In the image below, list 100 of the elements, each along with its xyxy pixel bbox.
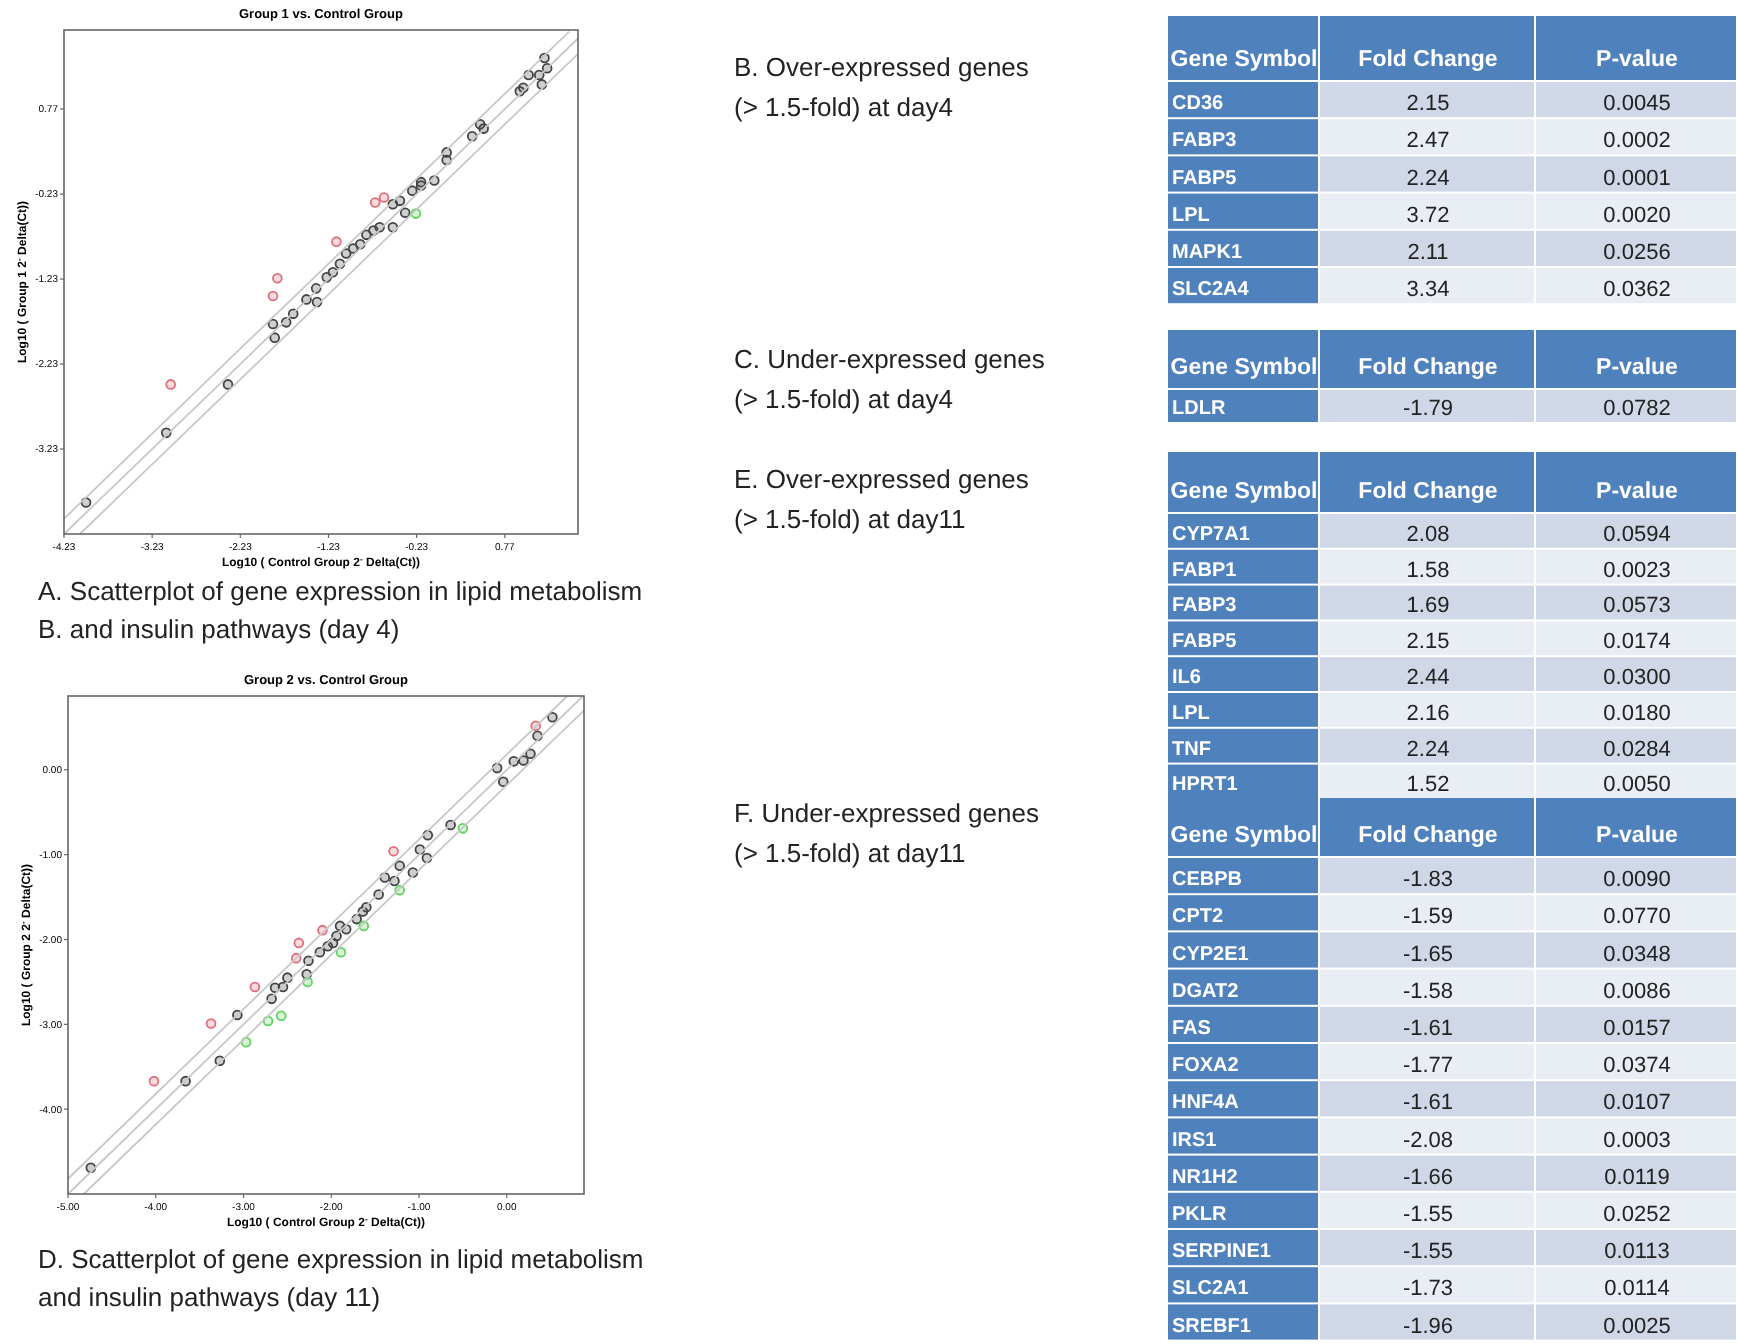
- data-label: -1.83: [1402, 868, 1454, 893]
- series-label: Fold Change: [1358, 824, 1498, 848]
- point: [335, 946, 347, 958]
- data-label: -1.66: [1402, 1165, 1454, 1190]
- category-label: FABP3: [1172, 595, 1238, 618]
- data-label: 0.0782: [1603, 397, 1671, 421]
- point: [275, 1010, 287, 1022]
- point: [267, 290, 279, 302]
- point: [525, 748, 536, 759]
- text: D. Scatterplot of gene expression in lipid metabolism: [38, 1244, 644, 1274]
- category-label: FABP1: [1172, 559, 1238, 582]
- series-label: P-value: [1596, 824, 1678, 848]
- category-label: CYP2E1: [1172, 943, 1250, 966]
- data-label: 0.0594: [1603, 522, 1671, 547]
- point: [148, 1075, 160, 1087]
- category-label: FAS: [1172, 1018, 1212, 1040]
- data-label: 2.47: [1406, 129, 1450, 154]
- point: [547, 711, 558, 723]
- point: [165, 379, 176, 390]
- text: E. Over-expressed genes: [734, 464, 1030, 494]
- point: [497, 776, 509, 787]
- series-label: Fold Change: [1358, 480, 1498, 504]
- category-label: CPT2: [1172, 906, 1224, 929]
- series-label: Fold Change: [1358, 48, 1498, 72]
- series-label: P-value: [1596, 356, 1678, 380]
- category-label: HPRT1: [1172, 774, 1239, 797]
- data-label: 0.0107: [1603, 1091, 1671, 1116]
- category-label: SLC2A1: [1172, 1278, 1250, 1301]
- data-label: -1.61: [1402, 1091, 1454, 1116]
- point: [394, 860, 406, 871]
- text: A. Scatterplot of gene expression in lipid metabolism: [38, 576, 643, 606]
- data-label: 0.0157: [1603, 1017, 1671, 1041]
- data-label: 0.0348: [1603, 942, 1671, 967]
- data-label: 0.0362: [1603, 278, 1671, 303]
- data-label: 1.69: [1406, 594, 1450, 619]
- data-label: 0.0086: [1603, 979, 1671, 1004]
- point: [267, 318, 279, 330]
- point: [249, 981, 261, 993]
- data-label: 2.08: [1406, 522, 1450, 547]
- category-label: SLC2A4: [1172, 279, 1250, 302]
- category-label: FOXA2: [1172, 1055, 1240, 1078]
- point: [388, 845, 399, 857]
- point: [269, 332, 281, 343]
- data-label: 0.0119: [1604, 1165, 1670, 1190]
- data-label: 0.0573: [1603, 594, 1671, 619]
- category-label: LDLR: [1172, 398, 1227, 420]
- point: [272, 272, 283, 284]
- data-label: 0.0300: [1603, 666, 1671, 690]
- data-label: -1.96: [1402, 1314, 1454, 1339]
- category-label: SERPINE1: [1172, 1241, 1272, 1264]
- data-label: 2.44: [1406, 666, 1450, 690]
- data-label: -2.08: [1402, 1128, 1454, 1153]
- category-label: FABP3: [1172, 130, 1238, 153]
- data-label: 2.24: [1406, 737, 1450, 762]
- data-label: -1.65: [1402, 942, 1454, 967]
- point: [394, 195, 406, 207]
- data-label: 0.0003: [1603, 1128, 1671, 1153]
- text: Gene Symbol: [1170, 48, 1318, 72]
- point: [205, 1018, 217, 1029]
- data-label: 0.0090: [1603, 868, 1671, 893]
- data-label: 0.0374: [1603, 1054, 1671, 1079]
- data-label: 0.0284: [1603, 737, 1671, 762]
- data-label: 0.0001: [1603, 166, 1671, 191]
- data-label: 3.72: [1406, 203, 1450, 228]
- text: (> 1.5-fold) at day11: [734, 838, 966, 868]
- data-label: 2.15: [1406, 630, 1450, 655]
- data-label: -1.55: [1402, 1240, 1454, 1265]
- category-label: PKLR: [1172, 1204, 1228, 1226]
- data-label: 0.0025: [1603, 1314, 1671, 1339]
- category-label: FABP5: [1172, 631, 1238, 654]
- data-label: -1.61: [1402, 1017, 1454, 1041]
- category-label: TNF: [1172, 738, 1211, 761]
- point: [331, 236, 342, 247]
- data-label: 1.58: [1406, 558, 1450, 583]
- point: [378, 192, 390, 203]
- category-label: IRS1: [1172, 1129, 1218, 1152]
- data-label: 2.15: [1406, 92, 1450, 117]
- category-label: CEBPB: [1172, 869, 1243, 892]
- data-label: 0.0045: [1603, 92, 1671, 117]
- category-label: CD36: [1172, 93, 1225, 116]
- series-label: P-value: [1596, 48, 1678, 72]
- data-label: 1.52: [1406, 773, 1450, 798]
- point: [399, 207, 411, 219]
- data-label: 0.0050: [1603, 773, 1671, 798]
- text: C. Under-expressed genes: [734, 344, 1046, 374]
- data-label: 0.0114: [1604, 1277, 1670, 1302]
- data-label: 2.24: [1406, 166, 1450, 191]
- point: [406, 185, 418, 196]
- data-label: -1.58: [1402, 979, 1454, 1004]
- category-label: CYP7A1: [1172, 523, 1251, 546]
- series-label: P-value: [1596, 480, 1678, 504]
- text: (> 1.5-fold) at day11: [734, 504, 966, 534]
- category-label: HNF4A: [1172, 1092, 1239, 1115]
- data-label: 2.16: [1406, 701, 1450, 726]
- data-label: -1.79: [1402, 397, 1454, 421]
- data-label: 2.11: [1407, 241, 1449, 265]
- data-label: 0.0113: [1604, 1240, 1670, 1265]
- data-label: 0.0020: [1603, 203, 1671, 228]
- series-label: Fold Change: [1358, 356, 1498, 380]
- data-label: 0.0023: [1603, 558, 1671, 583]
